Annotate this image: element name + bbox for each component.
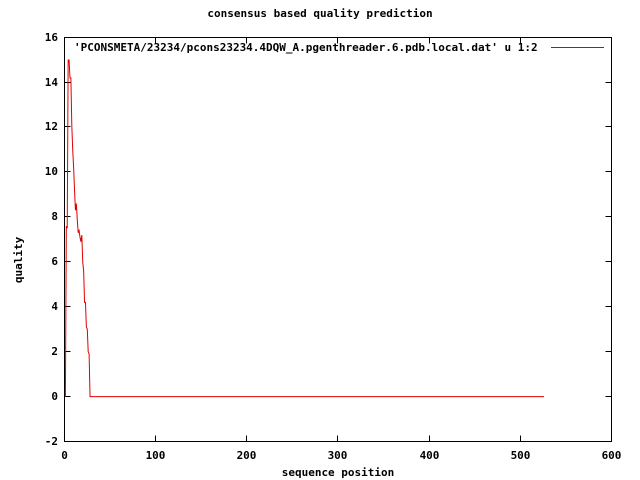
x-tick-label: 0 xyxy=(61,449,68,462)
x-tick-label: 100 xyxy=(146,449,166,462)
series-line xyxy=(64,59,545,398)
y-tick-group-7: 12 xyxy=(45,120,612,133)
x-tick-group-5: 500 xyxy=(511,37,531,462)
x-tick-group-1: 100 xyxy=(146,37,166,462)
data-series-group xyxy=(64,59,545,398)
y-tick-label: 10 xyxy=(45,165,58,178)
x-tick-group-6: 600 xyxy=(602,37,622,462)
y-tick-label: 8 xyxy=(51,210,58,223)
x-tick-label: 300 xyxy=(328,449,348,462)
y-tick-label: 2 xyxy=(51,345,58,358)
y-tick-label: 4 xyxy=(51,300,58,313)
x-tick-label: 600 xyxy=(602,449,622,462)
y-tick-group-5: 8 xyxy=(51,210,612,223)
y-axis-title: quality xyxy=(12,236,25,283)
y-tick-group-4: 6 xyxy=(51,255,612,268)
y-tick-group-3: 4 xyxy=(51,300,612,313)
chart-title: consensus based quality prediction xyxy=(207,7,433,20)
x-tick-label: 400 xyxy=(420,449,440,462)
y-axis: -2 0 2 4 6 xyxy=(45,31,612,448)
x-tick-group-4: 400 xyxy=(420,37,440,462)
y-tick-label: 16 xyxy=(45,31,59,44)
x-tick-group-2: 200 xyxy=(237,37,257,462)
y-tick-group-0: -2 xyxy=(45,435,612,448)
y-tick-group-8: 14 xyxy=(45,76,612,89)
y-tick-label: -2 xyxy=(45,435,58,448)
legend-entry-label: 'PCONSMETA/23234/pcons23234.4DQW_A.pgent… xyxy=(74,41,538,54)
x-tick-group-0: 0 xyxy=(61,37,68,462)
x-axis-title: sequence position xyxy=(282,466,395,479)
y-tick-label: 0 xyxy=(51,390,58,403)
y-tick-label: 14 xyxy=(45,76,59,89)
y-tick-group-2: 2 xyxy=(51,345,612,358)
y-tick-group-9: 16 xyxy=(45,31,612,44)
x-tick-label: 500 xyxy=(511,449,531,462)
plot-border xyxy=(64,37,612,442)
x-tick-label: 200 xyxy=(237,449,257,462)
legend: 'PCONSMETA/23234/pcons23234.4DQW_A.pgent… xyxy=(74,41,604,54)
y-tick-group-6: 10 xyxy=(45,165,612,178)
x-tick-group-3: 300 xyxy=(328,37,348,462)
x-axis: 0 100 200 300 400 xyxy=(61,37,622,462)
y-tick-label: 12 xyxy=(45,120,58,133)
y-tick-label: 6 xyxy=(51,255,58,268)
